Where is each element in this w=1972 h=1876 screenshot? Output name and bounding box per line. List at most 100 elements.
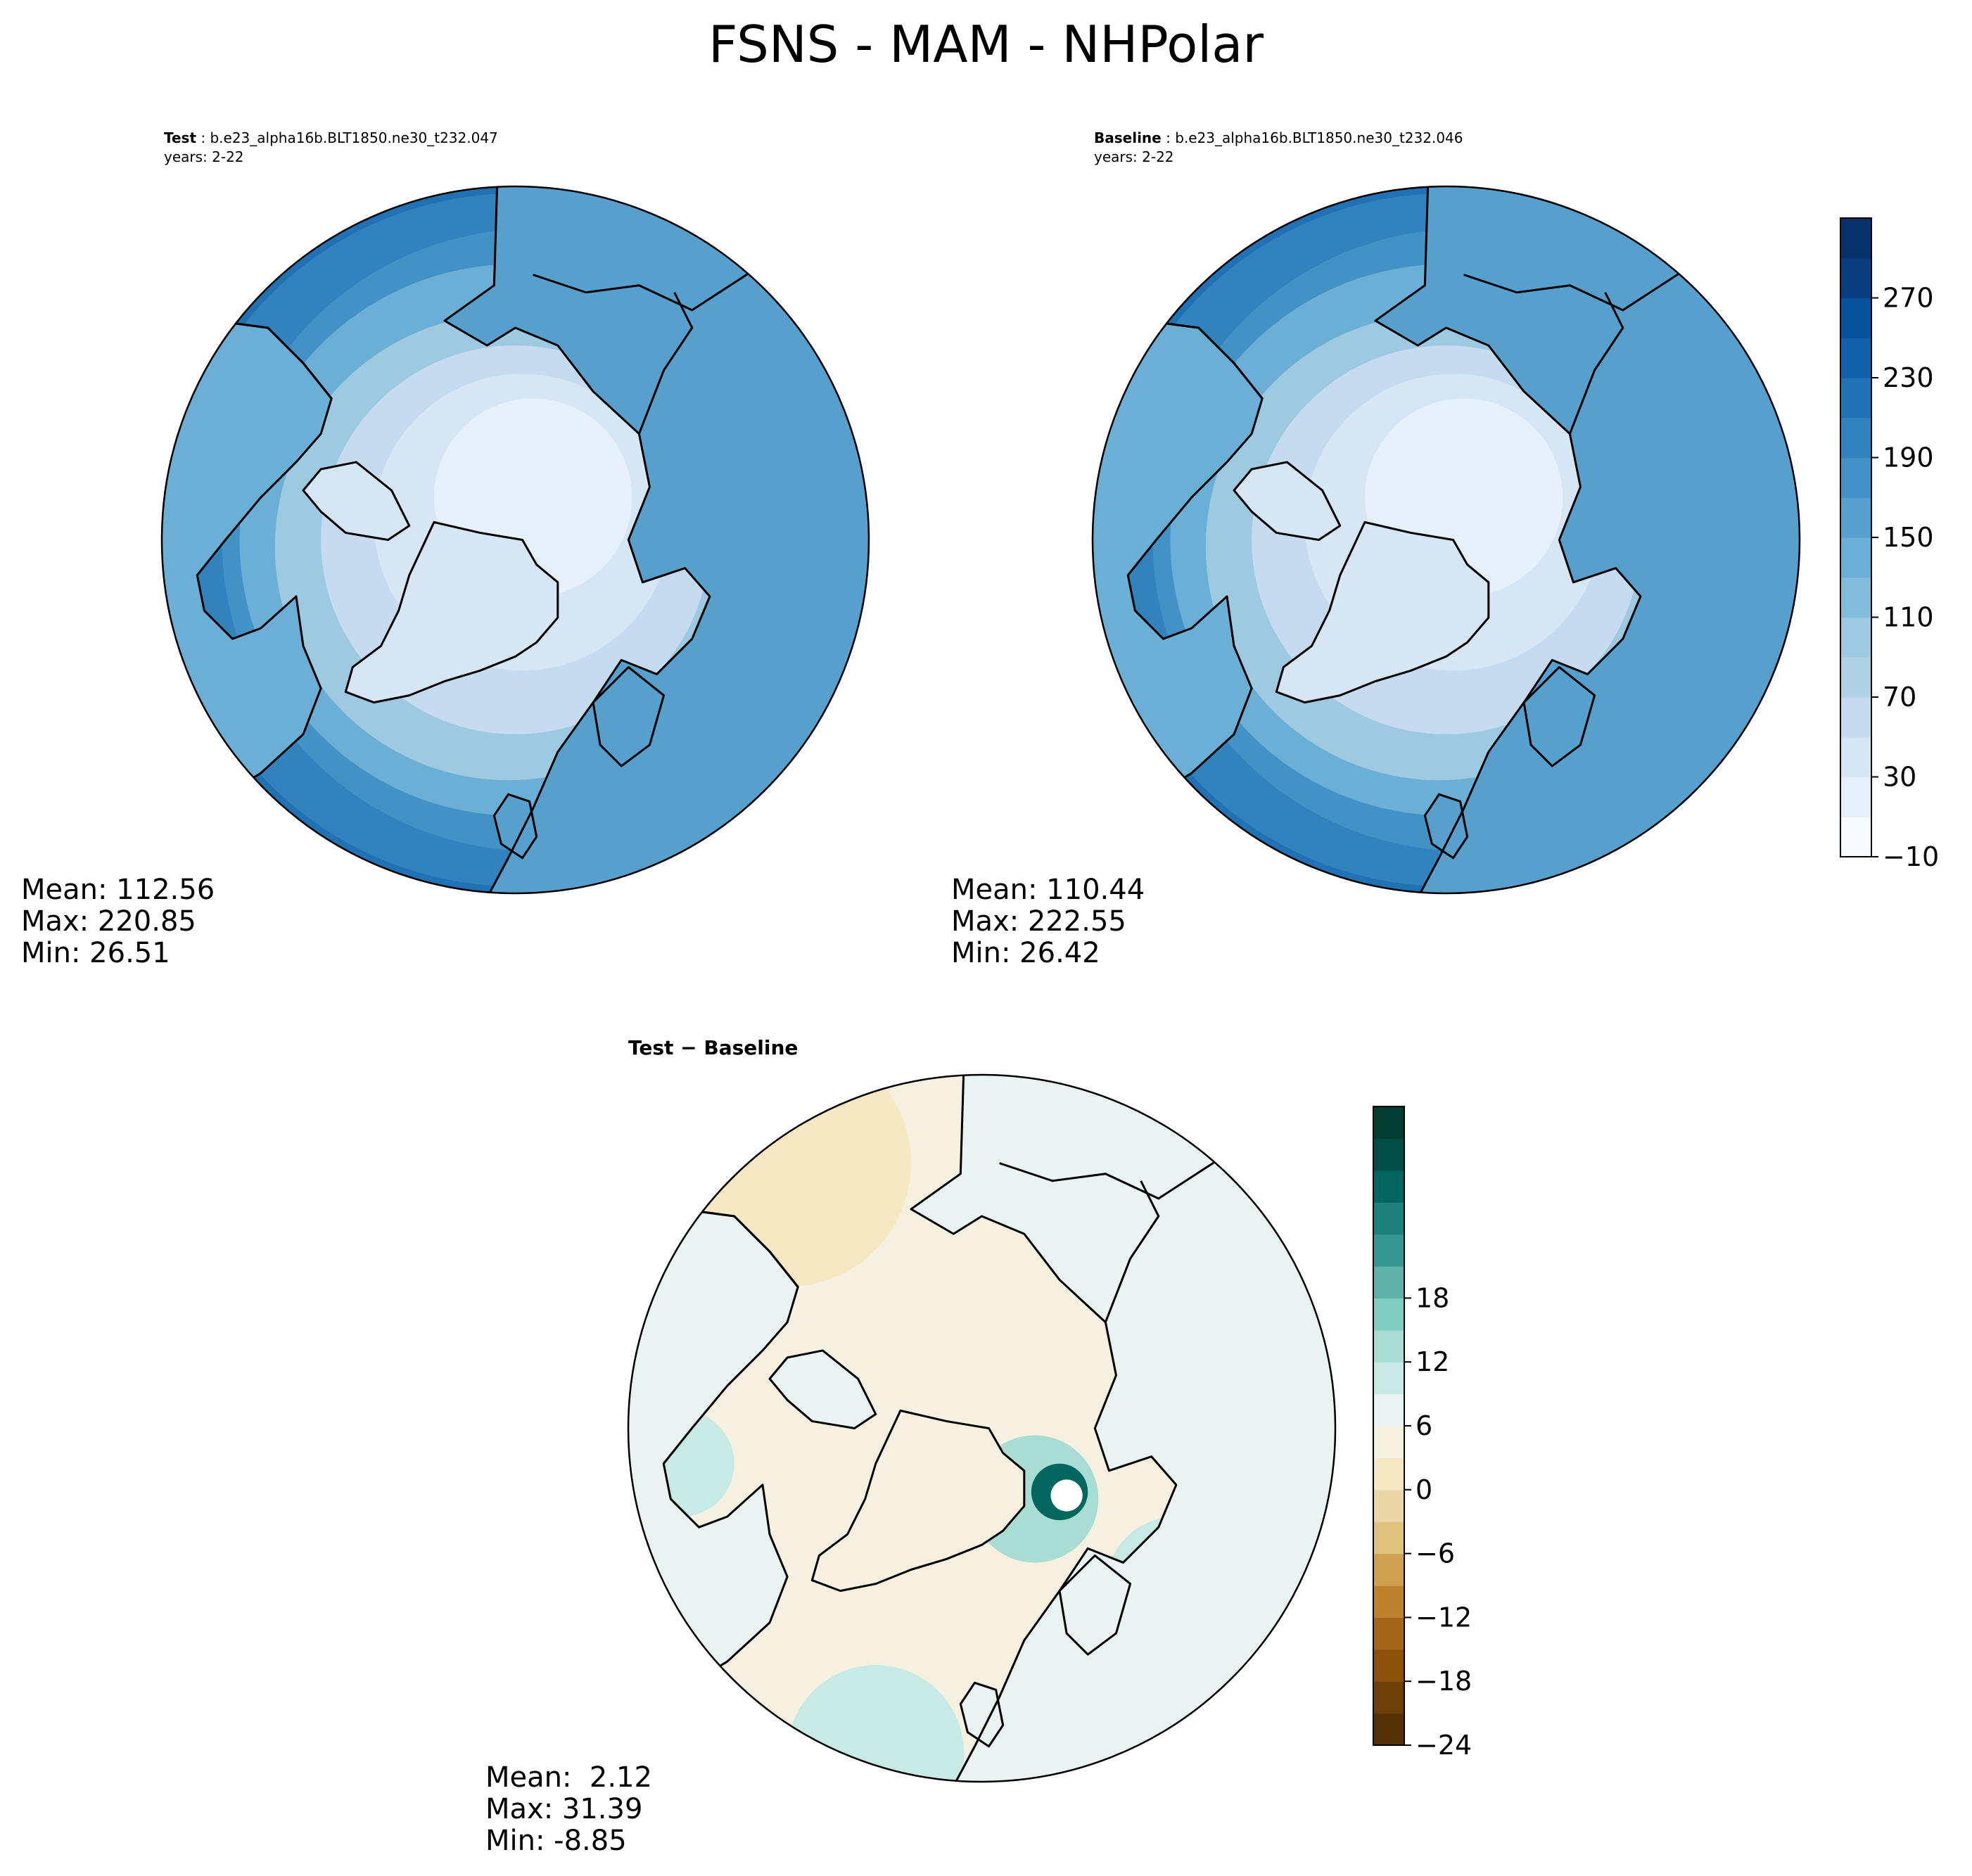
- colorbar-segment: [1373, 1426, 1404, 1458]
- coastline: [302, 461, 411, 542]
- diff-max: Max: 31.39: [485, 1793, 643, 1825]
- colorbar-segment: [1373, 1649, 1404, 1682]
- colorbar-segment: [1840, 697, 1871, 738]
- diff-stats: Mean: 2.12 Max: 31.39 Min: -8.85: [485, 1762, 652, 1857]
- diff-min: Min: -8.85: [485, 1825, 627, 1857]
- coastline: [1058, 1554, 1132, 1656]
- coastline: [344, 521, 559, 704]
- colorbar-tick-label: −24: [1416, 1730, 1472, 1761]
- coastline: [1374, 186, 1800, 893]
- colorbar-segment: [1373, 1681, 1404, 1714]
- britain-region: [1425, 794, 1468, 858]
- colorbar-segment: [1840, 218, 1871, 259]
- map-boundary: [627, 1073, 1337, 1783]
- diff-panel-title: Test − Baseline: [628, 1036, 799, 1059]
- colorbar-segment: [1840, 257, 1871, 299]
- diff-colorbar: −24 −18 −12 −6 0 6 12 18: [1373, 1106, 1472, 1761]
- colorbar-segment: [1373, 1585, 1404, 1618]
- coastline: [592, 665, 666, 767]
- map-boundary: [160, 185, 870, 895]
- colorbar-segment: [1373, 1393, 1404, 1427]
- test-label: Test: [164, 129, 197, 146]
- colorbar-segment: [1373, 1266, 1404, 1298]
- colorbar-segment: [1840, 537, 1871, 578]
- coastline: [1568, 292, 1624, 435]
- eurasia-region: [911, 1075, 1335, 1782]
- baseline-polar-map: [1091, 185, 1801, 895]
- colorbar-tick-label: 6: [1416, 1410, 1432, 1441]
- baseline-min: Min: 26.42: [951, 937, 1100, 969]
- coastline: [910, 1075, 1335, 1782]
- coastline: [1275, 521, 1490, 704]
- britain-region: [494, 794, 537, 858]
- colorbar-segment: [1373, 1170, 1404, 1203]
- main-title: FSNS - MAM - NHPolar: [708, 15, 1264, 74]
- colorbar-segment: [1840, 457, 1871, 498]
- test-years: years: 2-22: [164, 148, 244, 165]
- test-max: Max: 220.85: [21, 905, 196, 938]
- colorbar-segment: [1373, 1329, 1404, 1363]
- colorbar-segment: [1840, 298, 1871, 338]
- colorbar-tick-label: 0: [1416, 1474, 1432, 1505]
- baseline-years: years: 2-22: [1094, 148, 1174, 165]
- archipelago-region: [770, 1350, 876, 1429]
- colorbar-segment: [1840, 417, 1871, 459]
- colorbar-segment: [1373, 1362, 1404, 1395]
- map-boundary: [1091, 185, 1801, 895]
- colorbar-tick-label: 150: [1883, 522, 1934, 553]
- contour-fill: [787, 1665, 965, 1782]
- colorbar-segment: [1840, 617, 1871, 658]
- coastline: [810, 1409, 1026, 1593]
- colorbar-tick-label: 30: [1883, 762, 1916, 793]
- greenland-region: [1276, 522, 1489, 703]
- colorbar-tick-label: 12: [1416, 1346, 1449, 1377]
- coastline: [768, 1349, 877, 1430]
- test-polar-map: [160, 185, 870, 895]
- colorbar-tick-label: −10: [1883, 841, 1939, 872]
- colorbar-segment: [1373, 1489, 1404, 1522]
- test-stats: Mean: 112.56 Max: 220.85 Min: 26.51: [21, 874, 215, 969]
- britain-region: [960, 1683, 1003, 1747]
- coastline: [790, 203, 835, 300]
- eurasia-region: [445, 186, 869, 893]
- coastline: [1233, 461, 1342, 542]
- coastline: [1522, 665, 1596, 767]
- greenland-region: [345, 522, 558, 703]
- archipelago-region: [1234, 461, 1340, 540]
- coastline: [443, 186, 869, 893]
- colorbar-segment: [1840, 657, 1871, 698]
- colorbar-tick-label: 18: [1416, 1282, 1449, 1313]
- test-min: Min: 26.51: [21, 937, 170, 969]
- colorbar-segment: [1373, 1521, 1404, 1555]
- colorbar-segment: [1840, 378, 1871, 419]
- baseline-case-name: : b.e23_alpha16b.BLT1850.ne30_t232.046: [1161, 129, 1463, 146]
- colorbar-segment: [1373, 1617, 1404, 1650]
- colorbar-segment: [1373, 1713, 1404, 1746]
- test-mean: Mean: 112.56: [21, 874, 215, 906]
- colorbar-segment: [1373, 1138, 1404, 1171]
- greenland-region: [812, 1410, 1024, 1591]
- scandinavia-region: [1524, 667, 1595, 767]
- baseline-mean: Mean: 110.44: [951, 874, 1145, 906]
- coastline: [1104, 1180, 1160, 1323]
- colorbar-tick-label: −6: [1416, 1538, 1455, 1569]
- colorbar-segment: [1373, 1202, 1404, 1235]
- colorbar-segment: [1840, 736, 1871, 778]
- diff-polar-map: [627, 1073, 1337, 1783]
- colorbar-segment: [1840, 777, 1871, 817]
- colorbar-tick-label: 230: [1883, 362, 1934, 393]
- colorbar-segment: [1373, 1457, 1404, 1491]
- baseline-panel-title: Baseline : b.e23_alpha16b.BLT1850.ne30_t…: [1094, 129, 1463, 167]
- colorbar-segment: [1373, 1106, 1404, 1139]
- scandinavia-region: [593, 667, 664, 767]
- scandinavia-region: [1060, 1555, 1131, 1655]
- colorbar-tick-label: 110: [1883, 602, 1934, 633]
- colorbar-segment: [1373, 1298, 1404, 1331]
- archipelago-region: [303, 461, 409, 540]
- colorbar-tick-label: −18: [1416, 1666, 1472, 1697]
- coastline: [492, 793, 538, 860]
- coastline: [1721, 203, 1766, 300]
- colorbar-segment: [1373, 1234, 1404, 1267]
- coastline: [959, 1681, 1005, 1748]
- baseline-label: Baseline: [1094, 129, 1162, 146]
